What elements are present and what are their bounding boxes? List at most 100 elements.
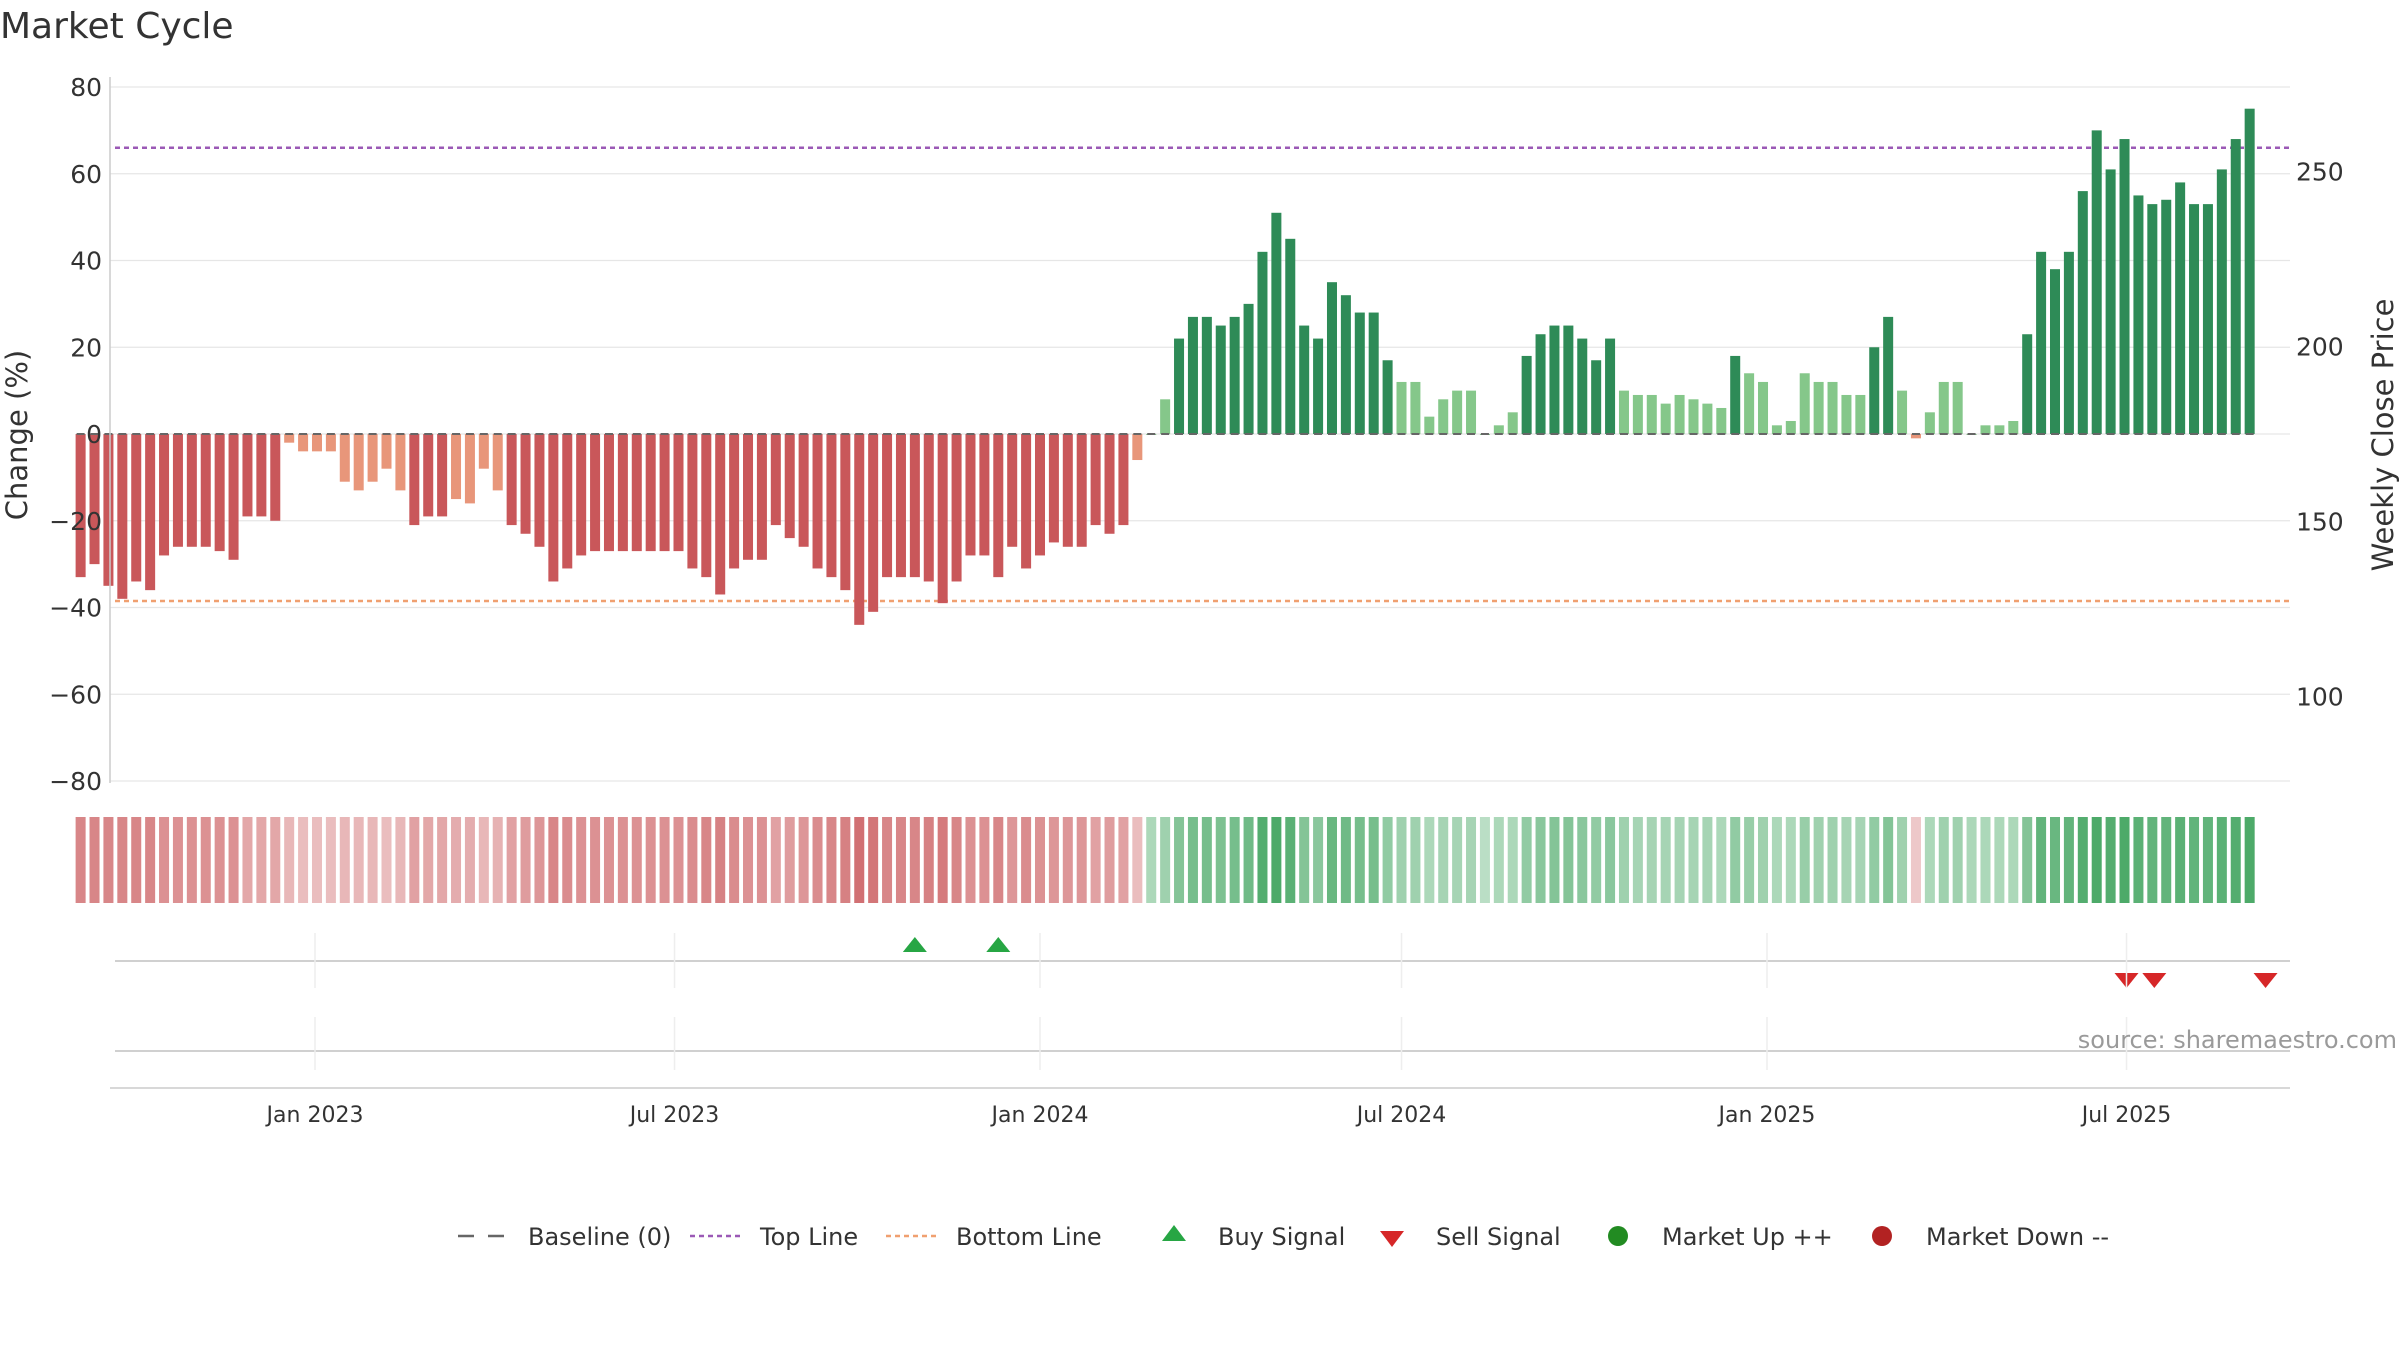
y-tick-label: 40 [70,247,102,276]
bar [117,434,128,599]
heat-cell [645,817,656,903]
bar [1299,325,1310,434]
heat-cell [1674,817,1685,903]
bar [1396,381,1407,434]
bar [854,434,865,625]
heat-cell [325,817,336,903]
heat-cell [159,817,170,903]
bar [1521,355,1532,434]
heat-cell [270,817,281,903]
heat-cell [2022,817,2033,903]
y2-tick-label: 150 [2296,508,2344,537]
heat-cell [1493,817,1504,903]
bar [590,434,601,552]
bar [284,434,295,443]
heat-cell [1660,817,1671,903]
bar [2077,191,2088,434]
heat-cell [1646,817,1657,903]
heat-cell [492,817,503,903]
heat-cell [1229,817,1240,903]
strength-heat-strip [75,817,2255,903]
legend-label: Sell Signal [1436,1223,1561,1251]
heat-cell [520,817,531,903]
heat-cell [715,817,726,903]
bar [1215,325,1226,434]
bar [1744,373,1755,434]
bar [423,434,434,517]
heat-cell [1410,817,1421,903]
bar [951,434,962,582]
heat-cell [1841,817,1852,903]
bar [1452,390,1463,434]
bar [353,434,364,491]
bar [2133,195,2144,434]
heat-cell [701,817,712,903]
heat-cell [840,817,851,903]
bar [1674,394,1685,434]
legend-marker [1380,1231,1404,1247]
legend-marker [1872,1226,1892,1246]
bar [1424,416,1435,434]
heat-cell [687,817,698,903]
bar [1702,403,1713,434]
bar [993,434,1004,578]
heat-cell [1730,817,1741,903]
heat-cell [103,817,114,903]
bar-series [75,108,2255,625]
heat-cell [1521,817,1532,903]
bar [200,434,211,547]
bar [1174,338,1185,434]
heat-cell [756,817,767,903]
bar [145,434,156,591]
bar [784,434,795,539]
heat-cell [1771,817,1782,903]
heat-cell [242,817,253,903]
heat-cell [2175,817,2186,903]
bar [409,434,420,526]
heat-cell [1104,817,1115,903]
bar [2230,139,2241,435]
heat-cell [423,817,434,903]
heat-cell [1257,817,1268,903]
heat-cell [937,817,948,903]
bar [2022,334,2033,434]
legend-label: Baseline (0) [528,1223,671,1251]
bar [1605,338,1616,434]
bar [311,434,322,452]
bar [645,434,656,552]
heat-cell [1326,817,1337,903]
bar [367,434,378,482]
heat-cell [1605,817,1616,903]
left-y-axis: 80 60 40 20 0 −20 −40 −60 −80 [49,73,111,796]
bar [1730,355,1741,434]
legend-item-buy-signal: Buy Signal [1162,1223,1345,1251]
bar [1535,334,1546,434]
bar [1257,251,1268,434]
x-tick-label: Jan 2025 [1717,1103,1816,1128]
heat-cell [339,817,350,903]
heat-cell [1507,817,1518,903]
y2-tick-label: 100 [2296,683,2344,712]
buy-signal-marker [902,937,927,952]
heat-cell [1702,817,1713,903]
bar [979,434,990,556]
heat-cell [1007,817,1018,903]
heat-cell [1034,817,1046,903]
y-tick-label: 20 [70,333,102,362]
bar [1340,295,1351,434]
bar [770,434,781,526]
heat-cell [1924,817,1935,903]
heat-cell [298,817,309,903]
bar [1994,425,2005,434]
bar [89,434,100,565]
heat-cell [75,817,86,903]
bar [1841,394,1852,434]
bar [882,434,893,578]
heat-cell [1396,817,1407,903]
heat-cell [617,817,628,903]
legend-marker [1608,1226,1628,1246]
bar [478,434,489,469]
heat-cell [1062,817,1073,903]
heat-cell [172,817,183,903]
